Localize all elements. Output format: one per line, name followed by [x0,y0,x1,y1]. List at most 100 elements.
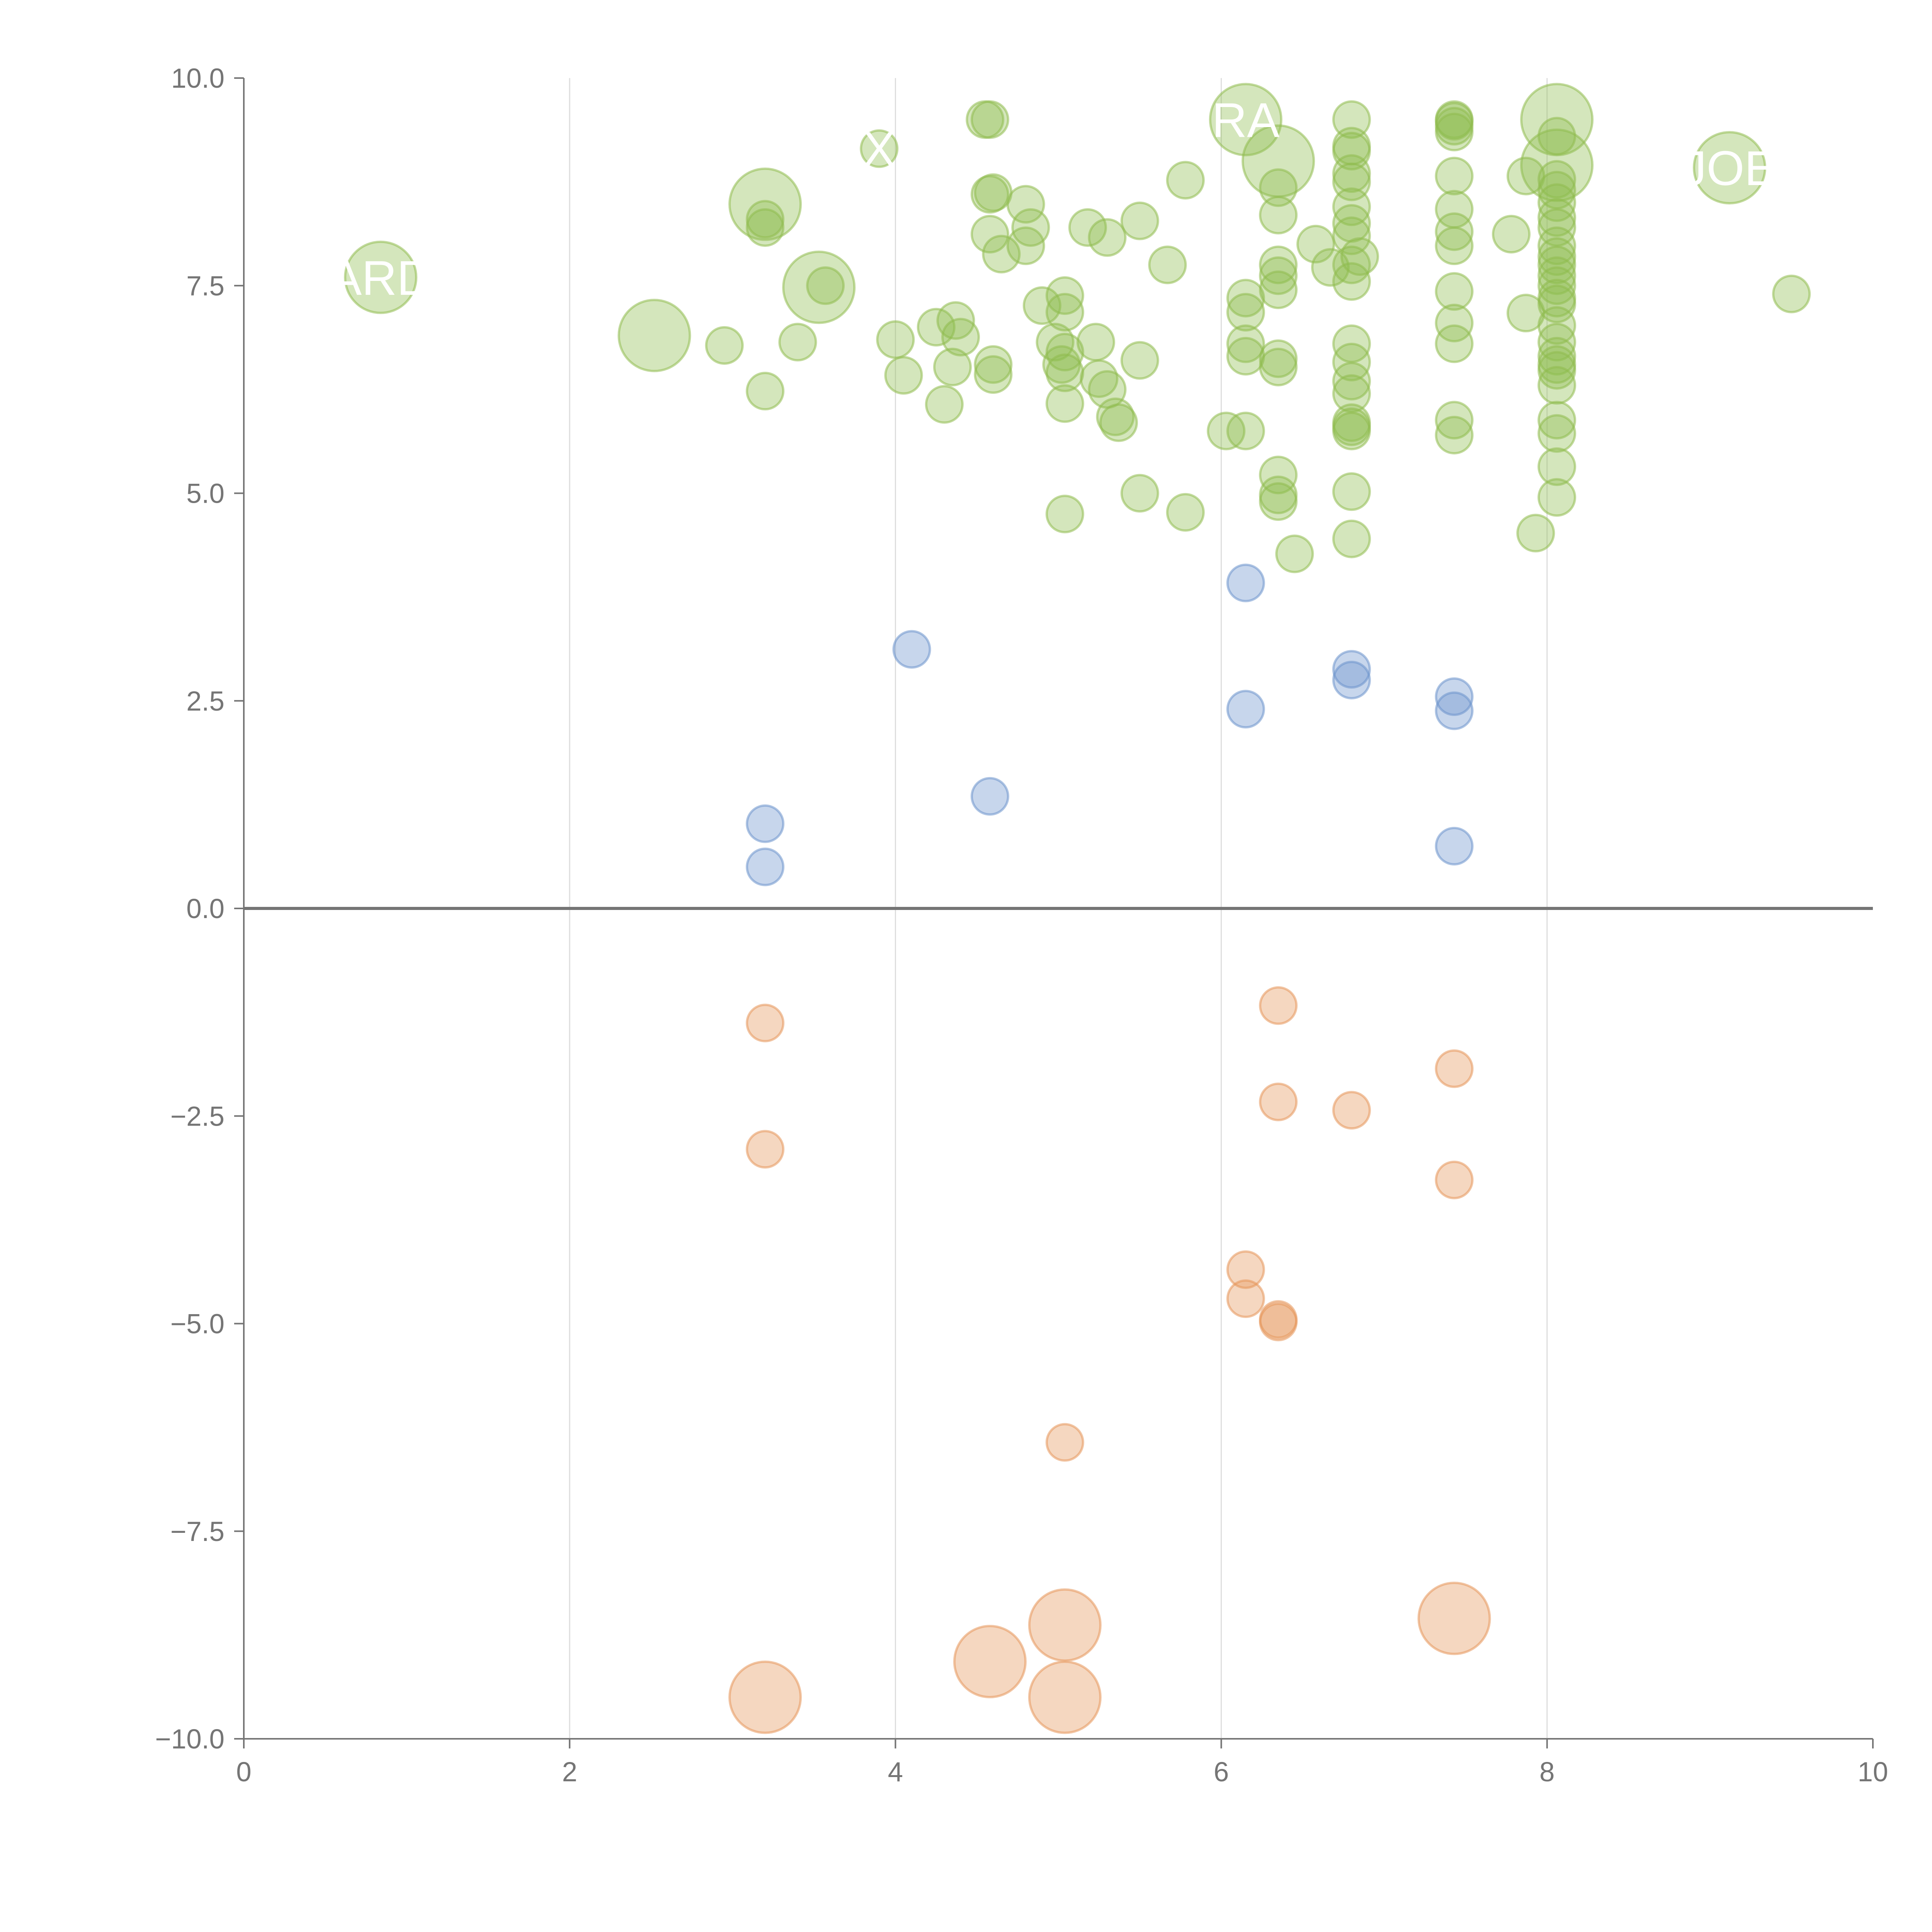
orange-bubble [1028,1588,1102,1662]
green-bubble [617,299,691,372]
green-bubble [1226,412,1265,451]
green-bubble [1537,198,1577,237]
green-bubble [860,129,899,168]
x-tick-label: 10 [1858,1757,1888,1787]
green-bubble [1088,218,1127,257]
green-bubble [1492,215,1531,254]
green-bubble [1435,272,1474,311]
green-bubble [1435,324,1474,363]
green-bubble [884,356,923,395]
bubble-label: RA [1212,93,1279,147]
green-bubble [1226,337,1265,376]
green-bubble [974,345,1013,384]
blue-bubble [746,804,785,843]
green-bubble [1537,351,1577,390]
green-bubble [1692,131,1766,205]
blue-bubble [1435,691,1474,730]
green-bubble [933,347,972,386]
green-bubble [925,385,964,424]
green-bubble [970,175,1009,214]
blue-bubble [1332,650,1371,689]
green-bubble [1332,132,1371,171]
green-bubble [746,208,785,247]
orange-bubble [746,1003,785,1043]
y-tick-label: −2.5 [170,1101,224,1132]
green-bubble [1537,245,1577,284]
orange-bubble [1259,1082,1298,1121]
x-tick-label: 2 [562,1757,577,1787]
green-bubble [1099,403,1138,442]
orange-bubble [1028,1660,1102,1734]
green-bubble [1332,216,1371,255]
green-bubble [1537,117,1577,156]
orange-bubble [1259,986,1298,1025]
blue-bubble [1332,661,1371,700]
green-bubble [1259,456,1298,495]
y-tick-label: −5.0 [170,1309,224,1340]
blue-bubble [1435,827,1474,866]
green-bubble [1435,416,1474,455]
green-bubble [1332,362,1371,401]
green-bubble [1166,161,1205,200]
green-bubble [1011,208,1050,247]
green-bubble [1259,256,1298,295]
green-bubble [1259,270,1298,309]
blue-bubble [1226,690,1265,729]
blue-bubble [892,630,931,669]
green-bubble [1537,256,1577,295]
bubble-label: ARD [329,251,432,305]
orange-bubble [1417,1582,1491,1655]
blue-bubble [970,777,1009,816]
green-bubble [746,200,785,239]
green-bubble [1537,337,1577,376]
green-bubble [1259,196,1298,235]
green-bubble [1772,274,1811,313]
green-bubble [1209,83,1282,156]
green-bubble [1435,226,1474,265]
y-tick-label: 10.0 [171,63,224,94]
green-bubble [1435,401,1474,440]
axes: 0 2 4 6 8 10 10.0 7.5 5.0 2.5 0.0 −2.5 −5.0 −7.5 −10.0 [155,63,1888,1787]
x-tick-label: 6 [1214,1757,1229,1787]
green-bubble [1022,286,1061,325]
x-tick-label: 8 [1539,1757,1555,1787]
green-bubble [1435,156,1474,196]
green-bubble [1045,384,1084,423]
green-bubble [1516,514,1555,553]
y-tick-label: 5.0 [186,479,224,509]
green-bubble [1259,339,1298,378]
bubble-labels: ARD RA JOE X [329,93,1777,305]
orange-bubble [1226,1279,1265,1318]
orange-bubble [1226,1250,1265,1289]
green-bubble [1148,245,1187,284]
green-bubble [1045,276,1084,315]
green-bubble [344,240,418,314]
green-bubble [1332,154,1371,193]
green-bubble [778,323,817,362]
green-bubble [1045,293,1084,332]
green-bubble [1332,262,1371,301]
green-bubble [746,372,785,411]
green-bubble [1537,414,1577,453]
green-bubble [982,235,1021,274]
green-bubble [1259,347,1298,386]
green-bubble [1340,237,1379,276]
orange-bubble [1259,1303,1298,1342]
x-tick-label: 0 [236,1757,252,1787]
bubble-label: X [863,122,895,177]
green-bubble [1537,366,1577,405]
green-bubble [1096,397,1135,436]
y-tick-label: −10.0 [155,1724,224,1755]
green-bubble [1332,412,1371,451]
green-bubble [876,320,915,359]
green-bubble [1537,306,1577,345]
green-bubble [1226,324,1265,363]
orange-bubble [1332,1091,1371,1130]
green-bubble [1435,112,1474,151]
green-bubble [1006,185,1045,224]
green-bubble [1068,208,1107,247]
green-bubble [1045,353,1084,392]
green-bubble [1537,447,1577,486]
orange-bubble [1045,1423,1084,1462]
